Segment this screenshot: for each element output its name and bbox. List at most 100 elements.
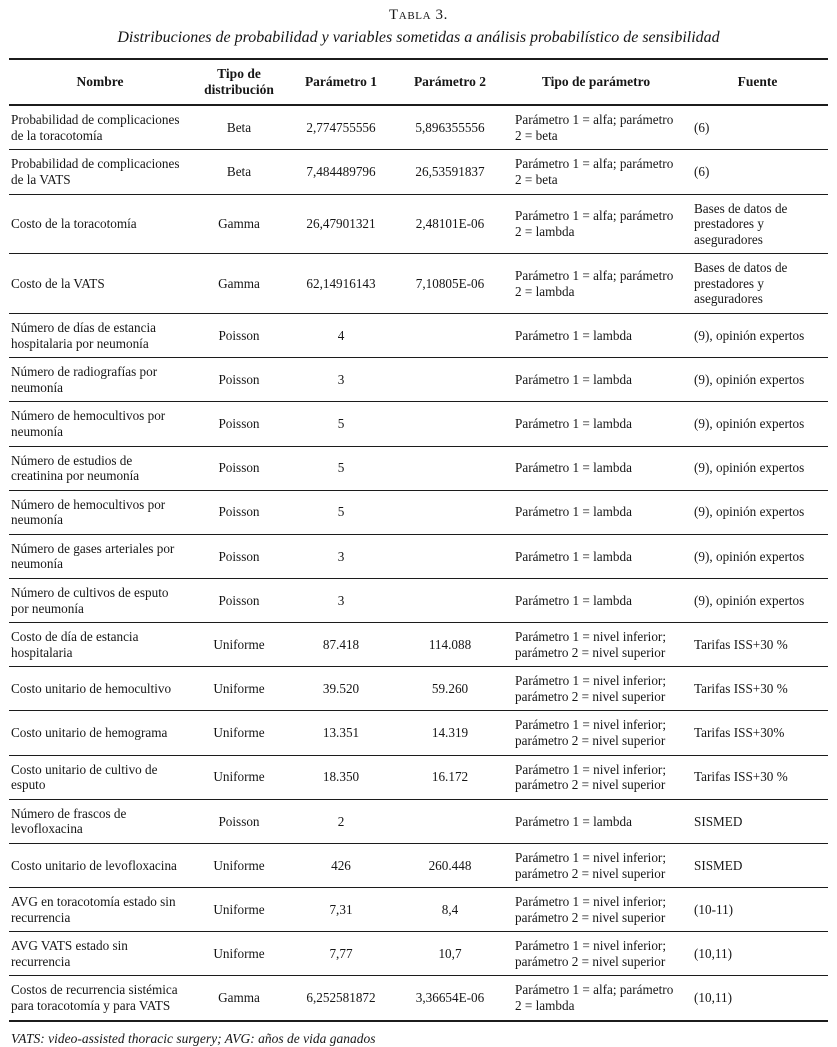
cell-nombre: Costos de recurrencia sistémica para tor… [9,975,191,1021]
cell-tipo-distribucion: Uniforme [191,887,287,932]
cell-parametro-2 [395,577,505,623]
cell-fuente: (9), opinión expertos [687,577,828,623]
cell-tipo-distribucion: Poisson [191,401,287,447]
cell-tipo-distribucion: Uniforme [191,842,287,888]
cell-parametro-2 [395,798,505,844]
cell-tipo-parametro: Parámetro 1 = lambda [505,533,687,579]
table-row: AVG en toracotomía estado sin recurrenci… [9,887,828,932]
table-row: AVG VATS estado sin recurrencia Uniforme… [9,931,828,976]
table-row: Costo de la toracotomía Gamma 26,4790132… [9,193,828,254]
cell-fuente: Tarifas ISS+30 % [687,622,828,667]
cell-tipo-distribucion: Uniforme [191,931,287,976]
cell-nombre: AVG VATS estado sin recurrencia [9,931,191,976]
cell-nombre: Número de estudios de creatinina por neu… [9,445,191,491]
cell-tipo-parametro: Parámetro 1 = lambda [505,489,687,535]
table-row: Costo unitario de hemocultivo Uniforme 3… [9,666,828,711]
cell-fuente: (9), opinión expertos [687,533,828,579]
cell-tipo-distribucion: Poisson [191,489,287,535]
cell-tipo-parametro: Parámetro 1 = nivel inferior; parámetro … [505,887,687,932]
cell-tipo-distribucion: Poisson [191,798,287,844]
cell-tipo-parametro: Parámetro 1 = nivel inferior; parámetro … [505,754,687,800]
cell-nombre: Costo unitario de cultivo de esputo [9,754,191,800]
cell-tipo-distribucion: Gamma [191,253,287,314]
cell-tipo-distribucion: Poisson [191,357,287,402]
cell-tipo-parametro: Parámetro 1 = lambda [505,577,687,623]
cell-tipo-distribucion: Uniforme [191,710,287,756]
cell-fuente: SISMED [687,798,828,844]
cell-nombre: Número de hemocultivos por neumonía [9,401,191,447]
cell-parametro-1: 26,47901321 [287,193,395,254]
cell-parametro-1: 5 [287,401,395,447]
cell-tipo-parametro: Parámetro 1 = alfa; parámetro 2 = beta [515,112,674,143]
cell-fuente: (9), opinión expertos [687,357,828,402]
cell-parametro-2 [395,445,505,491]
cell-parametro-1: 39.520 [287,666,395,711]
cell-nombre: Número de frascos de levofloxacina [9,798,191,844]
cell-fuente: (9), opinión expertos [687,313,828,358]
cell-tipo-distribucion: Poisson [191,533,287,579]
cell-tipo-parametro: Parámetro 1 = nivel inferior; parámetro … [505,622,687,667]
cell-tipo-distribucion: Uniforme [191,754,287,800]
cell-fuente: SISMED [687,842,828,888]
cell-tipo-distribucion: Beta [226,120,252,136]
cell-nombre: Probabilidad de complicaciones de la VAT… [9,149,191,195]
cell-fuente: (9), opinión expertos [687,489,828,535]
cell-parametro-2: 7,10805E-06 [395,253,505,314]
cell-tipo-parametro: Parámetro 1 = nivel inferior; parámetro … [505,842,687,888]
cell-fuente: Tarifas ISS+30 % [687,754,828,800]
cell-parametro-2 [395,533,505,579]
cell-tipo-distribucion: Gamma [191,975,287,1021]
table-number: Tabla 3. [389,7,448,23]
cell-parametro-1: 7,484489796 [287,149,395,195]
cell-parametro-2: 5,896355556 [415,120,485,136]
cell-parametro-2: 8,4 [395,887,505,932]
cell-parametro-1: 13.351 [287,710,395,756]
cell-tipo-parametro: Parámetro 1 = alfa; parámetro 2 = lambda [505,253,687,314]
cell-parametro-2 [395,357,505,402]
cell-nombre: Número de gases arteriales por neumonía [9,533,191,579]
cell-parametro-1: 3 [287,357,395,402]
cell-fuente: (9), opinión expertos [687,401,828,447]
cell-fuente: Bases de datos de prestadores y asegurad… [687,253,828,314]
cell-parametro-2: 2,48101E-06 [395,193,505,254]
cell-fuente: (10-11) [687,887,828,932]
cell-nombre: Probabilidad de complicaciones de la tor… [11,112,180,143]
table-body: Probabilidad de complicaciones de la tor… [9,105,828,1021]
cell-nombre: Número de cultivos de esputo por neumoní… [9,577,191,623]
cell-tipo-distribucion: Poisson [191,313,287,358]
cell-tipo-distribucion: Uniforme [191,622,287,667]
cell-fuente: (9), opinión expertos [687,445,828,491]
cell-nombre: AVG en toracotomía estado sin recurrenci… [9,887,191,932]
cell-nombre: Número de radiografías por neumonía [9,357,191,402]
table-row: Número de hemocultivos por neumonía Pois… [9,401,828,447]
cell-parametro-1: 4 [287,313,395,358]
cell-parametro-1: 5 [287,489,395,535]
cell-parametro-1: 3 [287,533,395,579]
cell-parametro-2 [395,401,505,447]
cell-tipo-parametro: Parámetro 1 = lambda [505,357,687,402]
cell-tipo-distribucion: Poisson [191,445,287,491]
cell-parametro-1: 2 [287,798,395,844]
cell-tipo-parametro: Parámetro 1 = alfa; parámetro 2 = lambda [505,193,687,254]
table-row: Costo de la VATS Gamma 62,14916143 7,108… [9,253,828,314]
column-header-tipo-distribucion: Tipo de distribución [191,58,287,107]
cell-parametro-1: 18.350 [287,754,395,800]
cell-nombre: Costo de la VATS [9,253,191,314]
cell-tipo-parametro: Parámetro 1 = lambda [505,445,687,491]
table-row: Probabilidad de complicaciones de la tor… [9,105,828,150]
column-header-parametro-1: Parámetro 1 [287,58,395,107]
cell-parametro-1: 6,252581872 [287,975,395,1021]
cell-tipo-distribucion: Gamma [191,193,287,254]
cell-tipo-parametro: Parámetro 1 = alfa; parámetro 2 = lambda [505,975,687,1021]
table-row: Costo unitario de cultivo de esputo Unif… [9,754,828,800]
cell-nombre: Costo de día de estancia hospitalaria [9,622,191,667]
header-row: Nombre Tipo de distribución Parámetro 1 … [9,58,828,107]
cell-parametro-2: 16.172 [395,754,505,800]
cell-nombre: Costo de la toracotomía [9,193,191,254]
cell-fuente: (10,11) [687,975,828,1021]
cell-fuente: Tarifas ISS+30% [687,710,828,756]
cell-tipo-parametro: Parámetro 1 = lambda [505,313,687,358]
cell-nombre: Costo unitario de levofloxacina [9,842,191,888]
table-row: Probabilidad de complicaciones de la VAT… [9,149,828,195]
